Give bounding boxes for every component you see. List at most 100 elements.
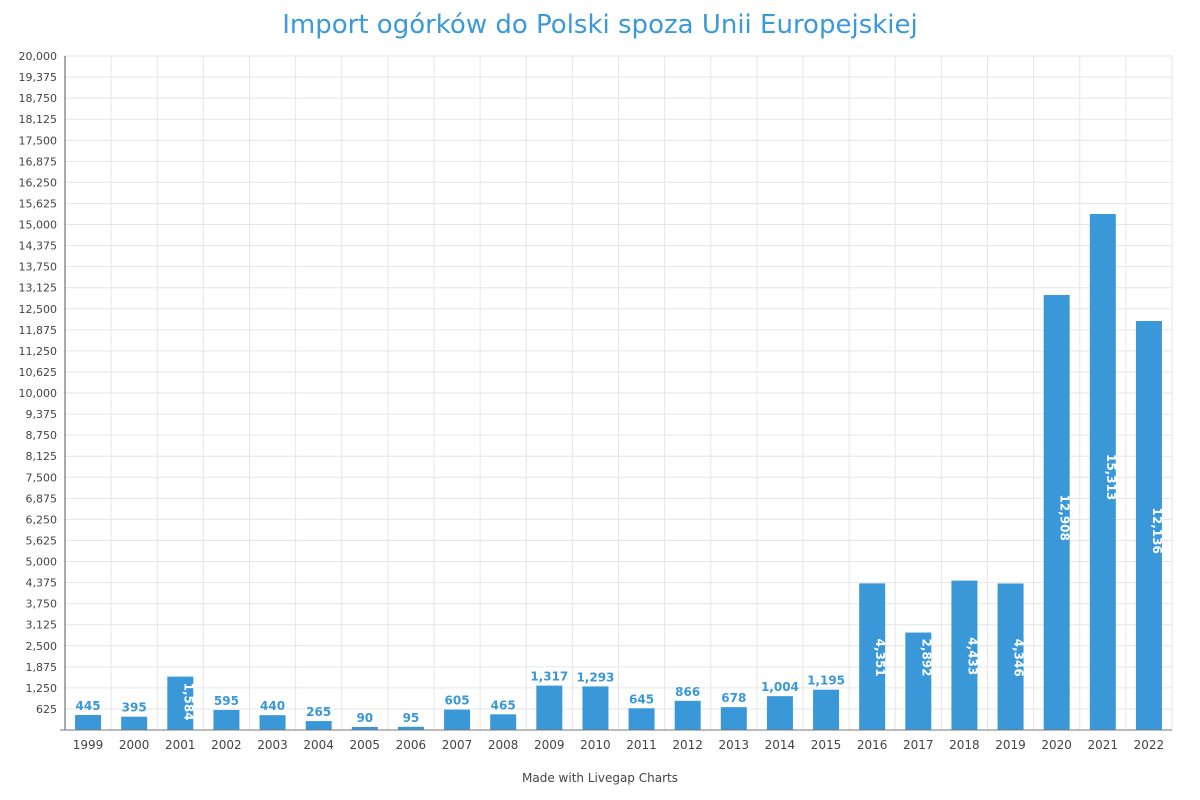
bar-2001[interactable] <box>167 676 194 730</box>
bar-2005[interactable] <box>351 726 378 730</box>
x-tick-label: 2012 <box>672 738 703 752</box>
y-tick-label: 2,500 <box>26 640 58 653</box>
bar-2018[interactable] <box>951 580 978 730</box>
y-tick-label: 3,750 <box>26 598 58 611</box>
y-tick-label: 6,250 <box>26 513 58 526</box>
y-tick-label: 7,500 <box>26 471 58 484</box>
bar-2015[interactable] <box>813 689 840 730</box>
y-tick-label: 625 <box>36 703 57 716</box>
bar-value-label: 465 <box>491 698 516 712</box>
bar-2007[interactable] <box>444 709 471 730</box>
y-tick-label: 11,250 <box>19 345 58 358</box>
bar-2021[interactable] <box>1089 213 1116 730</box>
y-tick-label: 8,750 <box>26 429 58 442</box>
y-tick-label: 9,375 <box>26 408 58 421</box>
bar-value-label: 1,004 <box>761 680 799 694</box>
x-tick-label: 2001 <box>165 738 196 752</box>
y-tick-label: 10,625 <box>19 366 58 379</box>
bar-2014[interactable] <box>766 696 793 730</box>
y-tick-label: 15,625 <box>19 197 58 210</box>
bar-value-label: 395 <box>122 701 147 715</box>
bar-2009[interactable] <box>536 685 563 730</box>
y-tick-label: 17,500 <box>19 134 58 147</box>
x-tick-label: 2002 <box>211 738 242 752</box>
bar-value-label: 95 <box>403 711 420 725</box>
y-tick-label: 5,000 <box>26 556 58 569</box>
x-tick-label: 2003 <box>257 738 288 752</box>
y-tick-label: 20,000 <box>19 50 58 63</box>
y-tick-label: 6,875 <box>26 492 58 505</box>
y-tick-label: 4,375 <box>26 577 58 590</box>
bar-value-label: 678 <box>721 691 746 705</box>
bar-value-label: 2,892 <box>919 639 933 677</box>
y-tick-label: 15,000 <box>19 219 58 232</box>
chart-title: Import ogórków do Polski spoza Unii Euro… <box>282 10 918 40</box>
bar-value-label: 1,293 <box>576 670 614 684</box>
x-tick-label: 2000 <box>119 738 150 752</box>
bar-value-label: 440 <box>260 699 285 713</box>
bar-2010[interactable] <box>582 686 609 730</box>
bar-2020[interactable] <box>1043 295 1070 730</box>
bar-2016[interactable] <box>859 583 886 730</box>
bar-value-label: 645 <box>629 692 654 706</box>
x-tick-label: 2009 <box>534 738 565 752</box>
bar-2017[interactable] <box>905 632 932 730</box>
y-tick-label: 16,250 <box>19 176 58 189</box>
bar-1999[interactable] <box>75 715 102 730</box>
bar-value-label: 265 <box>306 705 331 719</box>
bar-value-label: 12,136 <box>1150 508 1164 554</box>
bar-value-label: 4,346 <box>1012 639 1026 677</box>
bar-value-label: 4,433 <box>965 637 979 675</box>
bar-2006[interactable] <box>397 726 424 730</box>
bar-value-label: 866 <box>675 685 700 699</box>
bar-2013[interactable] <box>720 707 747 730</box>
bar-2022[interactable] <box>1135 321 1162 730</box>
y-tick-label: 14,375 <box>19 240 58 253</box>
x-tick-label: 2013 <box>719 738 750 752</box>
y-tick-label: 1,250 <box>26 682 58 695</box>
bar-2004[interactable] <box>305 721 332 730</box>
bar-2002[interactable] <box>213 709 240 730</box>
y-tick-label: 3,125 <box>26 619 58 632</box>
bar-value-label: 595 <box>214 694 239 708</box>
footer-credit: Made with Livegap Charts <box>522 771 678 785</box>
x-tick-label: 2008 <box>488 738 519 752</box>
x-tick-label: 2004 <box>303 738 334 752</box>
x-tick-label: 2018 <box>949 738 980 752</box>
bar-value-label: 1,195 <box>807 674 845 688</box>
y-tick-label: 18,750 <box>19 92 58 105</box>
bar-2008[interactable] <box>490 714 517 730</box>
x-tick-label: 2022 <box>1134 738 1165 752</box>
bar-value-label: 1,584 <box>181 683 195 721</box>
x-tick-label: 2021 <box>1088 738 1119 752</box>
x-tick-label: 2017 <box>903 738 934 752</box>
y-tick-label: 1,875 <box>26 661 58 674</box>
bar-value-label: 15,313 <box>1104 454 1118 500</box>
bar-value-label: 4,351 <box>873 639 887 677</box>
y-tick-label: 13,750 <box>19 261 58 274</box>
x-tick-label: 2020 <box>1041 738 1072 752</box>
bar-value-label: 1,317 <box>530 670 568 684</box>
x-tick-label: 2011 <box>626 738 657 752</box>
x-tick-label: 2010 <box>580 738 611 752</box>
x-tick-label: 2015 <box>811 738 842 752</box>
bar-2011[interactable] <box>628 708 655 730</box>
y-tick-label: 11,875 <box>19 324 58 337</box>
bar-value-label: 445 <box>76 699 101 713</box>
y-tick-label: 19,375 <box>19 71 58 84</box>
y-tick-label: 18,125 <box>19 113 58 126</box>
bar-value-label: 605 <box>445 694 470 708</box>
y-tick-label: 13,125 <box>19 282 58 295</box>
y-tick-label: 16,875 <box>19 155 58 168</box>
y-tick-label: 8,125 <box>26 450 58 463</box>
bar-2012[interactable] <box>674 700 701 730</box>
x-tick-label: 2014 <box>765 738 796 752</box>
y-tick-label: 10,000 <box>19 387 58 400</box>
y-tick-label: 5,625 <box>26 534 58 547</box>
x-tick-label: 2016 <box>857 738 888 752</box>
bar-2000[interactable] <box>121 716 148 730</box>
bar-2003[interactable] <box>259 715 286 730</box>
bar-value-label: 90 <box>356 711 373 725</box>
bar-2019[interactable] <box>997 583 1024 730</box>
